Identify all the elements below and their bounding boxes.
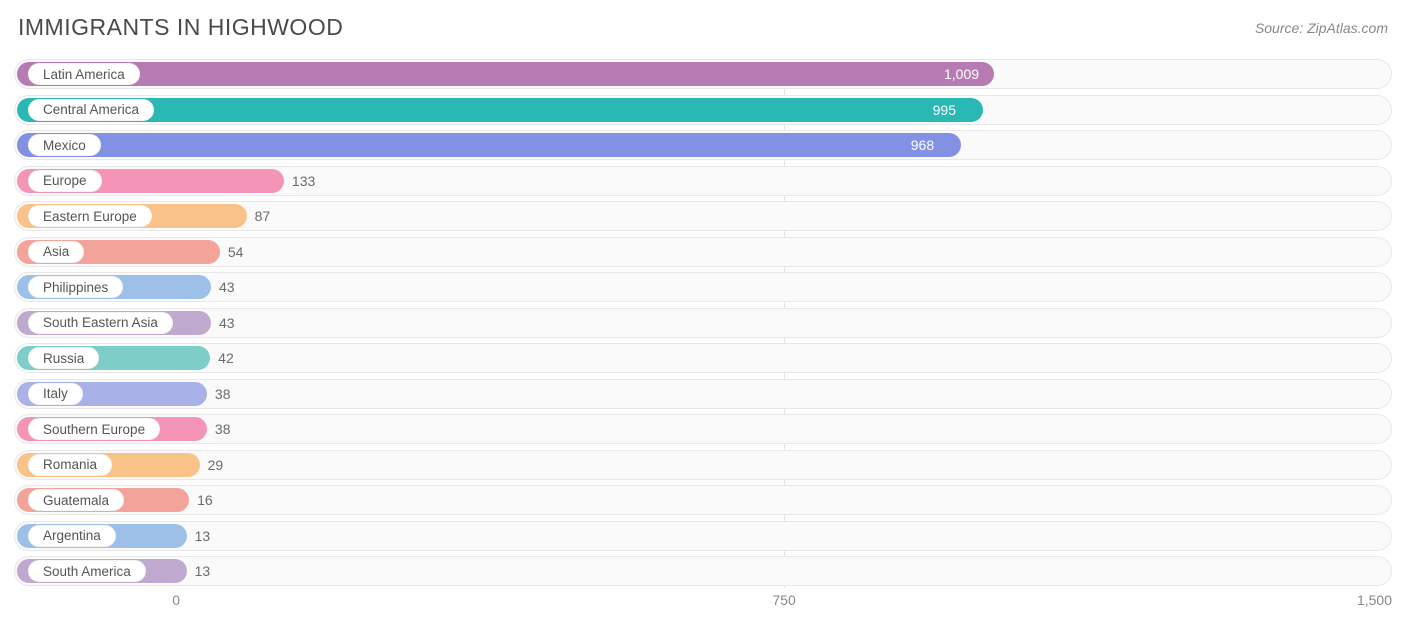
bar-label-pill: Argentina bbox=[28, 525, 116, 547]
bar-row: Romania 29 bbox=[14, 450, 1392, 480]
bar-value: 42 bbox=[218, 350, 234, 366]
bar-value: 87 bbox=[255, 208, 271, 224]
bar-value: 43 bbox=[219, 315, 235, 331]
bar-track bbox=[14, 556, 1392, 586]
bar-row: Argentina 13 bbox=[14, 521, 1392, 551]
bar-row: Philippines 43 bbox=[14, 272, 1392, 302]
bar-value: 38 bbox=[215, 386, 231, 402]
bar-value: 29 bbox=[208, 457, 224, 473]
bar-fill bbox=[17, 133, 961, 157]
bar-label-pill: Russia bbox=[28, 347, 99, 369]
chart-source: Source: ZipAtlas.com bbox=[1255, 20, 1388, 36]
bar-value: 968 bbox=[911, 137, 934, 153]
bar-label-pill: Asia bbox=[28, 241, 84, 263]
bar-row: Mexico 968 bbox=[14, 130, 1392, 160]
bar-value: 13 bbox=[195, 563, 211, 579]
x-axis: 0 750 1,500 bbox=[14, 592, 1392, 616]
bar-track bbox=[14, 521, 1392, 551]
x-tick: 0 bbox=[172, 592, 180, 608]
bar-label-pill: Mexico bbox=[28, 134, 101, 156]
bar-row: Asia 54 bbox=[14, 237, 1392, 267]
bar-track bbox=[14, 485, 1392, 515]
bar-row: Europe 133 bbox=[14, 166, 1392, 196]
x-tick: 750 bbox=[772, 592, 795, 608]
bar-row: Southern Europe 38 bbox=[14, 414, 1392, 444]
bar-fill bbox=[17, 62, 994, 86]
bar-fill bbox=[17, 98, 983, 122]
bar-value: 1,009 bbox=[944, 66, 979, 82]
bar-label-pill: Eastern Europe bbox=[28, 205, 152, 227]
bar-label-pill: Italy bbox=[28, 383, 83, 405]
bar-row: Russia 42 bbox=[14, 343, 1392, 373]
bar-label-pill: Southern Europe bbox=[28, 418, 160, 440]
bar-value: 133 bbox=[292, 173, 315, 189]
bar-value: 13 bbox=[195, 528, 211, 544]
bar-row: Italy 38 bbox=[14, 379, 1392, 409]
bar-track bbox=[14, 237, 1392, 267]
bar-label-pill: Philippines bbox=[28, 276, 123, 298]
bar-row: Central America 995 bbox=[14, 95, 1392, 125]
bar-label-pill: Latin America bbox=[28, 63, 140, 85]
bar-row: Latin America 1,009 bbox=[14, 59, 1392, 89]
chart-title: IMMIGRANTS IN HIGHWOOD bbox=[18, 14, 343, 41]
bar-label-pill: Central America bbox=[28, 99, 154, 121]
bar-row: South America 13 bbox=[14, 556, 1392, 586]
x-tick: 1,500 bbox=[1357, 592, 1392, 608]
bar-value: 16 bbox=[197, 492, 213, 508]
chart-area: Latin America 1,009 Central America 995 Mexi… bbox=[14, 59, 1392, 616]
bar-label-pill: Romania bbox=[28, 454, 112, 476]
bar-label-pill: South Eastern Asia bbox=[28, 312, 173, 334]
bar-row: Guatemala 16 bbox=[14, 485, 1392, 515]
bar-row: Eastern Europe 87 bbox=[14, 201, 1392, 231]
bar-value: 54 bbox=[228, 244, 244, 260]
bar-value: 995 bbox=[933, 102, 956, 118]
bar-row: South Eastern Asia 43 bbox=[14, 308, 1392, 338]
bar-label-pill: South America bbox=[28, 560, 146, 582]
bar-value: 38 bbox=[215, 421, 231, 437]
bar-value: 43 bbox=[219, 279, 235, 295]
bar-label-pill: Europe bbox=[28, 170, 102, 192]
bar-label-pill: Guatemala bbox=[28, 489, 124, 511]
